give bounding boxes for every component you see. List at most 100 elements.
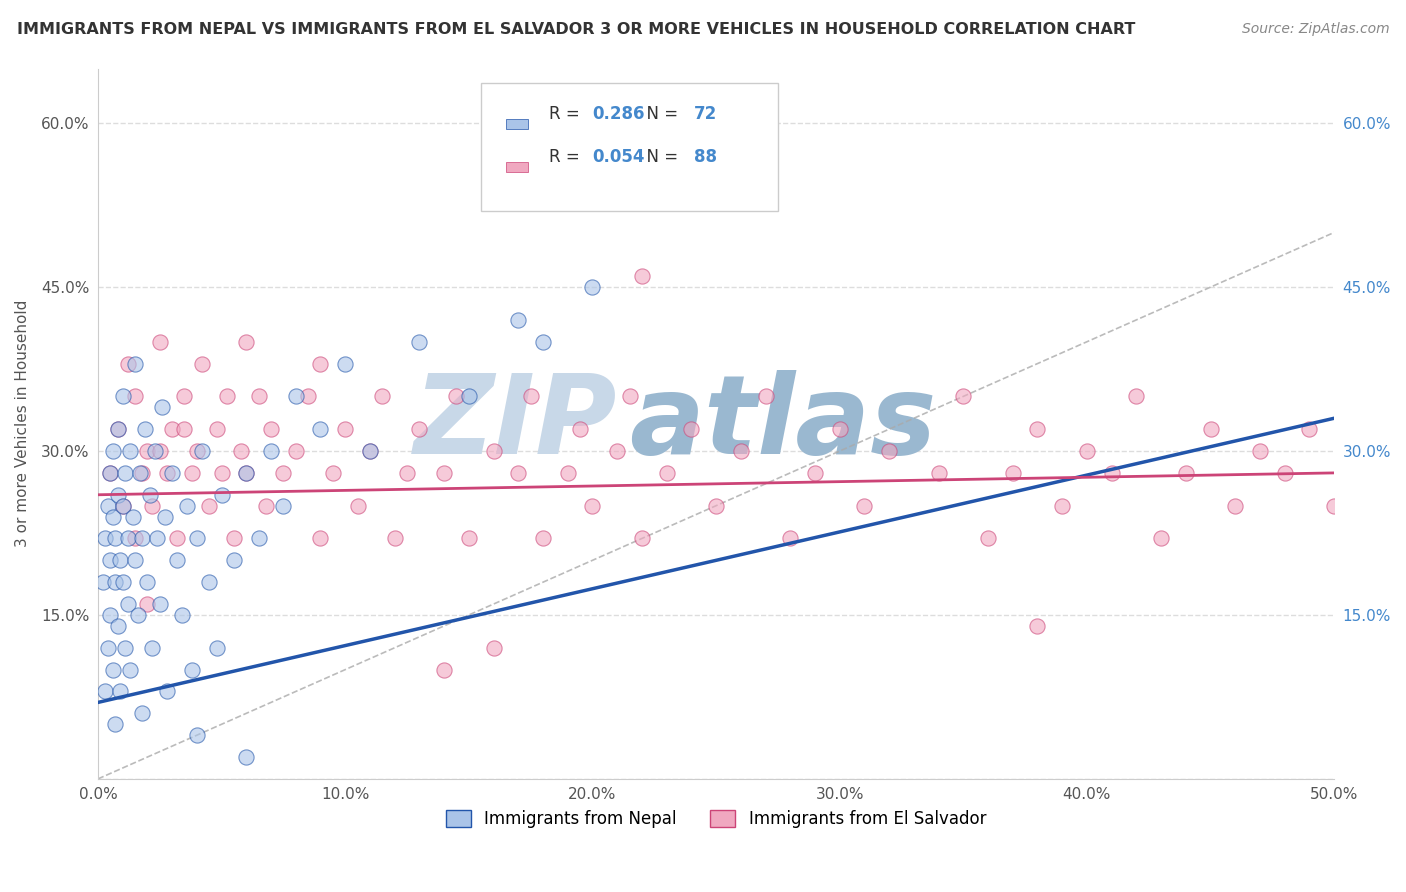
Point [111, 499, 134, 513]
Point [211, 488, 233, 502]
Point [131, 706, 153, 721]
Point [104, 717, 127, 731]
Point [186, 444, 208, 458]
Point [114, 466, 136, 480]
Point [107, 422, 129, 436]
Text: 0.286: 0.286 [592, 105, 645, 123]
Point [482, 444, 505, 458]
FancyBboxPatch shape [506, 161, 527, 171]
Point [129, 466, 152, 480]
Point [631, 532, 654, 546]
Text: N =: N = [636, 147, 683, 166]
Point [160, 422, 183, 436]
Point [101, 444, 124, 458]
Point [134, 422, 156, 436]
Point [1199, 422, 1222, 436]
Legend: Immigrants from Nepal, Immigrants from El Salvador: Immigrants from Nepal, Immigrants from E… [440, 803, 993, 835]
Point [254, 499, 277, 513]
Text: R =: R = [550, 147, 585, 166]
Point [655, 466, 678, 480]
Point [1274, 466, 1296, 480]
Point [235, 466, 257, 480]
Point [198, 499, 221, 513]
Point [384, 532, 406, 546]
Point [107, 619, 129, 633]
Point [108, 553, 131, 567]
Point [149, 444, 172, 458]
Point [117, 357, 139, 371]
Point [215, 389, 238, 403]
Point [284, 389, 307, 403]
Point [136, 444, 159, 458]
Point [297, 389, 319, 403]
Point [335, 357, 357, 371]
Point [335, 422, 357, 436]
Point [235, 466, 257, 480]
Point [173, 422, 195, 436]
Point [446, 389, 468, 403]
Point [120, 444, 142, 458]
Point [150, 401, 173, 415]
Point [309, 422, 332, 436]
Point [853, 499, 876, 513]
Point [619, 389, 641, 403]
Point [581, 280, 603, 294]
Point [877, 444, 900, 458]
Point [205, 422, 228, 436]
Point [1001, 466, 1024, 480]
Point [508, 466, 530, 480]
Point [98, 607, 121, 622]
Point [631, 269, 654, 284]
Point [260, 422, 283, 436]
Point [371, 389, 394, 403]
Point [1101, 466, 1123, 480]
Point [170, 607, 193, 622]
Point [704, 499, 727, 513]
Point [149, 597, 172, 611]
Point [581, 499, 603, 513]
Point [231, 444, 253, 458]
Point [222, 532, 245, 546]
Point [754, 389, 776, 403]
Point [114, 640, 136, 655]
Point [166, 553, 188, 567]
Point [173, 389, 195, 403]
Point [322, 466, 344, 480]
Point [260, 444, 283, 458]
Point [508, 313, 530, 327]
Point [98, 553, 121, 567]
Point [104, 532, 127, 546]
Point [433, 466, 456, 480]
Point [284, 444, 307, 458]
Point [828, 422, 851, 436]
Point [1125, 389, 1147, 403]
Point [94, 532, 117, 546]
Text: 72: 72 [693, 105, 717, 123]
Point [273, 499, 295, 513]
Point [779, 532, 801, 546]
Point [359, 444, 381, 458]
Point [124, 553, 146, 567]
Point [124, 357, 146, 371]
Text: R =: R = [550, 105, 585, 123]
Point [1323, 499, 1346, 513]
Point [1298, 422, 1320, 436]
Text: 0.054: 0.054 [592, 147, 645, 166]
Point [1225, 499, 1247, 513]
Point [156, 684, 179, 698]
Point [117, 597, 139, 611]
Point [359, 444, 381, 458]
Point [160, 466, 183, 480]
Point [1150, 532, 1173, 546]
Point [222, 553, 245, 567]
Point [97, 499, 120, 513]
Point [457, 532, 479, 546]
Point [557, 466, 579, 480]
Point [111, 499, 134, 513]
Point [977, 532, 1000, 546]
Point [346, 499, 368, 513]
Point [309, 357, 332, 371]
Point [108, 684, 131, 698]
Point [176, 499, 198, 513]
FancyBboxPatch shape [506, 120, 527, 129]
